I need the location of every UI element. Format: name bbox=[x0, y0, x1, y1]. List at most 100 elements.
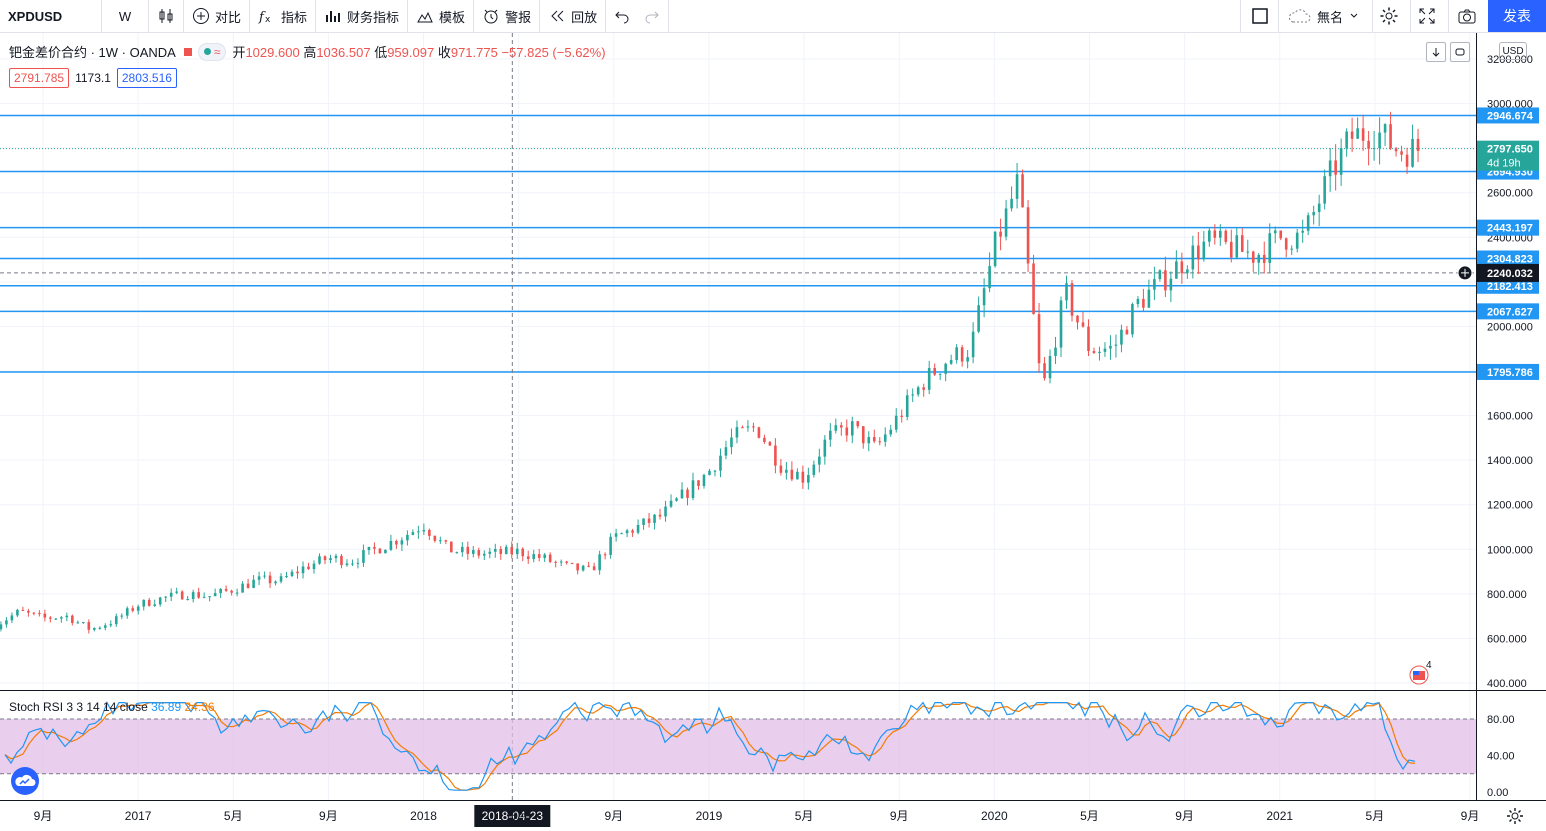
candle-body bbox=[1273, 230, 1277, 234]
time-tick-label: 2019 bbox=[696, 809, 723, 823]
candle-body bbox=[620, 533, 623, 535]
candle-body bbox=[1306, 215, 1310, 231]
candle-body bbox=[301, 566, 305, 574]
candle-body bbox=[548, 554, 552, 562]
hline-price-label-box bbox=[1477, 219, 1539, 236]
bid-ask-boxes: 2791.785 1173.1 2803.516 bbox=[9, 68, 177, 88]
candle-body bbox=[537, 554, 541, 558]
candle-body bbox=[334, 555, 338, 559]
market-open-dot bbox=[203, 48, 211, 55]
candle-body bbox=[1240, 235, 1244, 252]
candle-body bbox=[1301, 230, 1304, 233]
time-tick-label: 9月 bbox=[319, 809, 338, 823]
stoch-rsi-pane bbox=[0, 701, 1476, 791]
low-value: 959.097 bbox=[387, 45, 435, 60]
currency-label[interactable]: USD bbox=[1499, 42, 1527, 60]
candle-body bbox=[461, 546, 464, 553]
time-tick-label: 2018 bbox=[410, 809, 437, 823]
candle-body bbox=[894, 415, 898, 430]
candle-body bbox=[21, 609, 25, 611]
candle-body bbox=[235, 592, 239, 594]
camera-icon bbox=[1458, 9, 1476, 24]
chart-type-button[interactable] bbox=[149, 0, 184, 32]
tradingview-logo[interactable] bbox=[11, 767, 39, 795]
fullscreen-button[interactable] bbox=[1410, 0, 1443, 32]
price-tick-label: 800.000 bbox=[1487, 589, 1527, 601]
hline-price-label-box bbox=[1477, 303, 1539, 320]
candle-body bbox=[598, 554, 601, 571]
candle-body bbox=[417, 531, 420, 533]
candle-body bbox=[131, 608, 135, 611]
candle-body bbox=[1081, 322, 1085, 327]
snapshot-button[interactable] bbox=[1448, 0, 1485, 32]
candle-body bbox=[1312, 212, 1315, 216]
bid-box[interactable]: 2791.785 bbox=[9, 68, 70, 88]
candle-body bbox=[818, 456, 821, 465]
earnings-badge[interactable]: 4 bbox=[1408, 660, 1432, 686]
time-tick-label: 5月 bbox=[795, 809, 814, 823]
time-tick-label: 2017 bbox=[125, 809, 152, 823]
candle-body bbox=[861, 426, 865, 444]
axis-settings-button[interactable] bbox=[1505, 806, 1525, 831]
interval-button[interactable]: W bbox=[102, 0, 149, 32]
layout-toggle-button[interactable] bbox=[1240, 0, 1279, 32]
replay-button[interactable]: 回放 bbox=[540, 0, 607, 32]
candle-body bbox=[1284, 238, 1288, 250]
candle-body bbox=[466, 546, 470, 554]
time-tick-label: 5月 bbox=[509, 809, 528, 823]
candle-body bbox=[1048, 355, 1052, 379]
candle-body bbox=[807, 474, 810, 483]
candle-body bbox=[274, 581, 277, 584]
candle-body bbox=[713, 470, 717, 472]
maximize-pane-button[interactable] bbox=[1450, 42, 1470, 62]
hline-price-label: 1795.786 bbox=[1487, 367, 1533, 379]
price-tick-label: 3200.000 bbox=[1487, 54, 1533, 66]
candle-body bbox=[493, 549, 497, 552]
symbol-search[interactable]: XPDUSD bbox=[0, 0, 102, 32]
candle-body bbox=[1125, 329, 1129, 335]
hline-price-label-box bbox=[1477, 363, 1539, 380]
ask-box[interactable]: 2803.516 bbox=[116, 68, 177, 88]
candle-body bbox=[60, 617, 63, 619]
candle-body bbox=[1416, 138, 1420, 151]
replay-label: 回放 bbox=[571, 9, 598, 25]
templates-button[interactable]: 模板 bbox=[408, 0, 475, 32]
price-chart[interactable]: 3200.0003000.0002800.0002600.0002400.000… bbox=[0, 33, 1546, 831]
status-pill[interactable]: ≈ bbox=[197, 42, 227, 61]
candle-body bbox=[180, 591, 184, 600]
bar-chart-icon bbox=[326, 11, 341, 22]
hline-price-label: 2443.197 bbox=[1487, 223, 1533, 235]
change-value: −57.825 (−5.62%) bbox=[501, 45, 606, 60]
time-tick-label: 9月 bbox=[604, 809, 623, 823]
candle-body bbox=[230, 590, 233, 593]
candle-body bbox=[10, 615, 14, 621]
financials-button[interactable]: 财务指标 bbox=[316, 0, 409, 32]
candle-body bbox=[719, 455, 722, 471]
candle-body bbox=[1361, 128, 1365, 141]
settings-button[interactable] bbox=[1372, 0, 1405, 32]
candle-body bbox=[153, 604, 157, 606]
candle-body bbox=[1092, 351, 1096, 354]
scroll-down-button[interactable] bbox=[1426, 42, 1446, 62]
candle-body bbox=[872, 437, 876, 442]
redo-icon[interactable] bbox=[644, 8, 660, 24]
candle-body bbox=[147, 599, 151, 606]
candle-body bbox=[905, 395, 909, 417]
alert-button[interactable]: 警报 bbox=[474, 0, 541, 32]
candle-body bbox=[977, 305, 980, 332]
layout-name-button[interactable]: 無名 bbox=[1278, 0, 1371, 32]
candle-body bbox=[741, 427, 744, 429]
candle-body bbox=[1054, 347, 1057, 356]
last-price-label: 2797.650 bbox=[1487, 144, 1533, 156]
undo-icon[interactable] bbox=[614, 8, 630, 24]
candle-body bbox=[109, 624, 113, 626]
candle-body bbox=[609, 536, 612, 555]
publish-button[interactable]: 发表 bbox=[1488, 0, 1546, 32]
candle-body bbox=[658, 514, 662, 517]
candle-body bbox=[1147, 289, 1151, 308]
candle-body bbox=[384, 549, 387, 554]
compare-button[interactable]: 对比 bbox=[184, 0, 251, 32]
spread-value: 1173.1 bbox=[75, 71, 111, 85]
